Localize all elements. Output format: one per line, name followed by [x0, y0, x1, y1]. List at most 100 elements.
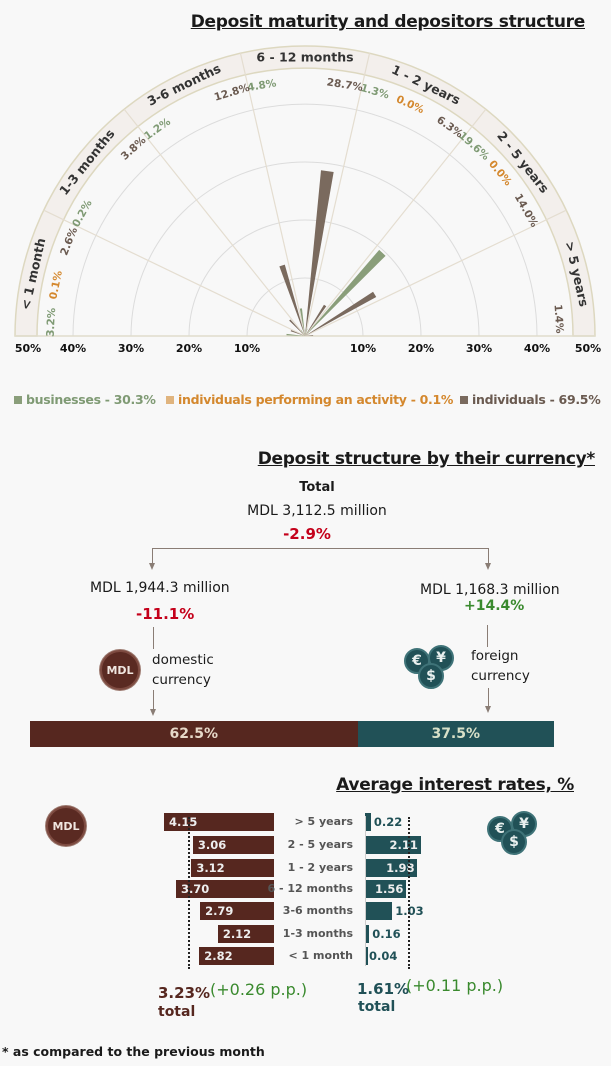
- mdl-total-rate: 3.23%: [158, 984, 211, 1002]
- wedge-individuals: [279, 264, 305, 336]
- connector-foreign-bar: [488, 688, 489, 708]
- fx-average-line: [407, 817, 410, 969]
- wedge-individuals: [305, 291, 377, 336]
- value-label: 3.2%: [45, 307, 59, 337]
- fx-rate-bar: [365, 925, 370, 943]
- sector-divider: [123, 108, 306, 337]
- fx-rate-bar: [365, 947, 368, 965]
- value-label: 0.0%: [394, 93, 426, 116]
- fx-rate-value: 0.16: [372, 927, 401, 941]
- fx-rate-bar: 1.98: [365, 859, 418, 877]
- value-label: 0.2%: [70, 198, 95, 230]
- rate-category-label: 6 - 12 months: [267, 882, 353, 895]
- value-label: 4.8%: [247, 77, 278, 94]
- value-label: 1.3%: [359, 82, 391, 102]
- radial-tick-label: 40%: [60, 342, 86, 355]
- fx-rate-bar: 1.56: [365, 880, 407, 898]
- fx-rate-bar: [365, 902, 393, 920]
- legend-swatch-icon: [166, 396, 174, 404]
- legend-label: individuals performing an activity - 0.1…: [178, 392, 454, 407]
- mdl-coin-icon: MDL: [46, 806, 86, 846]
- arrow-down-icon: [485, 706, 491, 713]
- sector-divider: [304, 209, 567, 337]
- currency-title: Deposit structure by their currency*: [257, 449, 596, 469]
- foreign-label: foreign currency: [471, 646, 530, 686]
- mdl-rate-bar: 3.70: [175, 880, 274, 898]
- wedge-businesses: [286, 333, 305, 336]
- value-label: 28.7%: [326, 76, 364, 94]
- mdl-total-label: total: [158, 1004, 196, 1020]
- wedge-businesses: [299, 308, 305, 336]
- sector-divider: [239, 53, 306, 337]
- fx-rate-bar: [365, 813, 371, 831]
- legend-swatch-icon: [460, 396, 468, 404]
- grid-circle: [130, 161, 480, 337]
- legend-swatch-icon: [14, 396, 22, 404]
- sector-divider: [304, 108, 487, 337]
- value-label: 2.6%: [58, 225, 80, 257]
- radial-tick-label: 40%: [524, 342, 550, 355]
- fx-total-label: total: [358, 999, 396, 1015]
- mdl-rate-bar: 2.79: [200, 902, 274, 920]
- value-label: 1.4%: [551, 304, 565, 334]
- legend-label: individuals - 69.5%: [472, 392, 601, 407]
- footnote-text: as compared to the previous month: [12, 1044, 265, 1059]
- fx-rate-value: 0.22: [373, 815, 403, 829]
- legend-individuals-activity: individuals performing an activity - 0.1…: [166, 392, 453, 407]
- mdl-average-line: [188, 817, 191, 969]
- foreign-share-segment: 37.5%: [357, 721, 554, 747]
- fx-axis-line: [365, 816, 366, 966]
- mdl-rate-bar: 2.12: [217, 925, 274, 943]
- wedge-businesses: [305, 249, 386, 336]
- connector-foreign: [487, 625, 488, 647]
- maturity-chart-title: Deposit maturity and depositors structur…: [190, 12, 586, 32]
- value-label: 12.8%: [213, 82, 252, 104]
- fx-total-rate: 1.61%: [357, 980, 410, 998]
- rate-category-label: 2 - 5 years: [287, 838, 353, 851]
- radial-tick-label: 50%: [15, 342, 41, 355]
- foreign-label-line2: currency: [471, 668, 530, 684]
- legend-label: businesses - 30.3%: [26, 392, 156, 407]
- wedge-businesses: [305, 328, 308, 336]
- rate-category-label: > 5 years: [294, 815, 353, 828]
- dollar-coin-icon: $: [501, 829, 527, 855]
- rates-title: Average interest rates, %: [336, 775, 574, 795]
- rate-category-label: 3-6 months: [282, 904, 353, 917]
- wedge-individuals: [305, 170, 334, 336]
- fx-rate-bar: 2.11: [365, 836, 421, 854]
- rate-category-label: 1-3 months: [282, 927, 353, 940]
- wedge-individuals: [305, 334, 314, 336]
- domestic-share-segment: 62.5%: [30, 721, 358, 747]
- connector-left: [152, 548, 153, 564]
- category-label: 1-3 months: [56, 126, 117, 198]
- connector-right: [488, 548, 489, 564]
- grid-circle: [72, 103, 538, 337]
- category-band: [14, 45, 596, 337]
- mdl-rate-bar: 3.12: [191, 859, 274, 877]
- legend-businesses: businesses - 30.3%: [14, 392, 156, 407]
- legend-individuals: individuals - 69.5%: [460, 392, 601, 407]
- connector-domestic: [153, 627, 154, 649]
- radial-tick-label: 20%: [176, 342, 202, 355]
- arrow-down-icon: [150, 709, 156, 716]
- domestic-value: MDL 1,944.3 million: [90, 580, 230, 596]
- domestic-change: -11.1%: [136, 605, 195, 623]
- grid-circle: [246, 277, 364, 337]
- radial-tick-label: 30%: [466, 342, 492, 355]
- split-connector: [152, 548, 489, 549]
- mdl-coin-icon: MDL: [100, 650, 140, 690]
- radial-tick-label: 10%: [234, 342, 260, 355]
- wedge-businesses: [303, 335, 305, 336]
- foreign-coins-icon: € ¥ $: [404, 645, 460, 690]
- mdl-rate-bar: 2.82: [199, 947, 274, 965]
- footnote-star: *: [2, 1044, 9, 1059]
- radial-tick-label: 50%: [575, 342, 601, 355]
- radial-tick-label: 20%: [408, 342, 434, 355]
- foreign-label-line1: foreign: [471, 648, 519, 664]
- sector-divider: [304, 53, 371, 337]
- fx-rate-value: 0.04: [369, 949, 398, 963]
- wedge-individuals: [289, 319, 305, 336]
- domestic-label: domestic currency: [152, 650, 214, 690]
- foreign-change: +14.4%: [464, 598, 525, 614]
